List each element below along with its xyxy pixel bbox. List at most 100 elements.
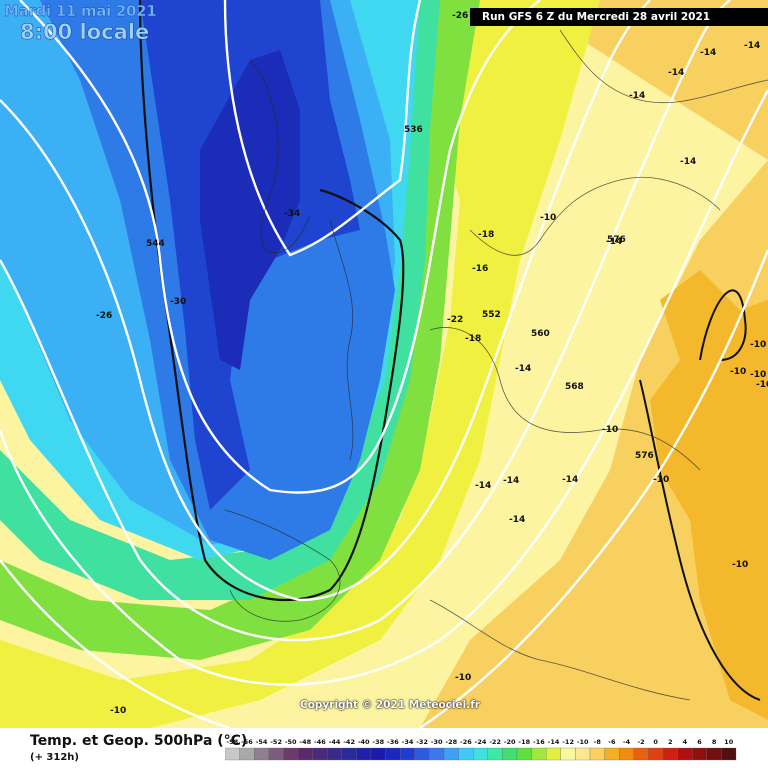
map-value-label: -10 — [602, 425, 618, 435]
map-value-label: -10 — [750, 340, 766, 350]
legend-tick-label: -24 — [475, 738, 487, 746]
legend-swatch — [356, 747, 372, 761]
legend-tick-label: -4 — [623, 738, 631, 746]
map-value-label: -26 — [96, 311, 112, 321]
legend-swatch — [341, 747, 357, 761]
legend-swatch — [662, 747, 678, 761]
legend-tick-label: -22 — [489, 738, 501, 746]
map-value-label: -14 — [744, 41, 760, 51]
legend-tick-label: -30 — [431, 738, 443, 746]
map-value-label: -10 — [732, 560, 748, 570]
legend-swatch — [546, 747, 561, 761]
legend-swatch — [297, 747, 313, 761]
temperature-field-orange — [420, 0, 768, 728]
legend-tick-label: -28 — [445, 738, 457, 746]
legend-swatch — [327, 747, 342, 761]
legend-tick-label: -26 — [460, 738, 472, 746]
legend-tick-label: -20 — [504, 738, 516, 746]
legend-tick-label: -40 — [358, 738, 370, 746]
isotherm-line — [639, 289, 761, 701]
legend-tick-label: 8 — [712, 738, 717, 746]
legend-swatch — [473, 747, 488, 761]
legend-swatch — [254, 747, 269, 761]
map-value-label: -14 — [606, 237, 622, 247]
legend-swatch — [648, 747, 664, 761]
map-value-label: -14 — [680, 157, 696, 167]
legend-swatch — [677, 747, 693, 761]
map-value-label: -10 — [750, 370, 766, 380]
legend-tick-label: 2 — [668, 738, 673, 746]
legend-tick-label: -12 — [562, 738, 574, 746]
map-value-label: -10 — [110, 706, 126, 716]
map-value-label: -10 — [540, 213, 556, 223]
geopotential-line — [0, 0, 651, 602]
legend-tick-label: -36 — [387, 738, 399, 746]
run-banner: Run GFS 6 Z du Mercredi 28 avril 2021 — [470, 8, 768, 26]
legend-swatch — [531, 747, 547, 761]
legend-tick-label: -58 — [226, 738, 238, 746]
map-value-label: -10 — [730, 367, 746, 377]
legend-swatch — [619, 747, 634, 761]
legend-tick-label: -32 — [416, 738, 428, 746]
forecast-time: 8:00 locale — [20, 20, 150, 45]
map-value-label: -26 — [452, 11, 468, 21]
legend-tick-label: -8 — [594, 738, 602, 746]
legend-swatch — [487, 747, 503, 761]
map-value-label: -18 — [478, 230, 494, 240]
map-value-label: -10 — [653, 475, 669, 485]
map-value-label: 576 — [607, 235, 626, 245]
legend-swatch — [400, 747, 415, 761]
legend-swatch — [589, 747, 605, 761]
legend-tick-label: -50 — [285, 738, 297, 746]
legend-swatch — [692, 747, 707, 761]
legend-tick-label: 6 — [697, 738, 702, 746]
forecast-date: Mardi 11 mai 2021 — [4, 2, 157, 20]
legend-swatch — [502, 747, 518, 761]
map-value-label: -34 — [284, 209, 300, 219]
copyright: Copyright © 2021 Meteociel.fr — [300, 699, 480, 711]
legend-tick-label: -16 — [533, 738, 545, 746]
map-value-label: -14 — [515, 364, 531, 374]
legend-swatch — [458, 747, 474, 761]
legend-swatch — [225, 747, 240, 761]
geopotential-line — [0, 249, 768, 728]
map-value-label: 552 — [482, 310, 501, 320]
legend-tick-label: -6 — [608, 738, 616, 746]
legend-swatch — [385, 747, 401, 761]
legend-tick-label: -56 — [241, 738, 253, 746]
legend-swatch — [268, 747, 284, 761]
legend-swatch — [604, 747, 620, 761]
weather-map: -26 536 -34 544 -30 -26 -18 -16 -22 552 -18 560 -14 5… — [0, 0, 768, 728]
map-value-label: -14 — [509, 515, 525, 525]
map-value-label: -14 — [700, 48, 716, 58]
map-value-label: 544 — [146, 239, 165, 249]
legend-swatch — [721, 747, 737, 761]
temperature-field-deep-orange — [650, 270, 768, 720]
legend-swatch — [633, 747, 649, 761]
map-value-label: -16 — [472, 264, 488, 274]
map-value-label: -14 — [562, 475, 578, 485]
legend-tick-label: 10 — [724, 738, 734, 746]
temperature-field-deepest-blue — [200, 50, 300, 370]
map-value-label: -14 — [475, 481, 491, 491]
geopotential-line — [223, 0, 422, 257]
geopotential-line — [0, 89, 768, 686]
coastlines — [224, 29, 768, 701]
map-value-label: -18 — [465, 334, 481, 344]
legend-tick-label: -14 — [548, 738, 560, 746]
legend-swatch — [239, 747, 255, 761]
legend-tick-label: -52 — [270, 738, 282, 746]
legend-tick-label: 4 — [683, 738, 688, 746]
map-value-label: -14 — [668, 68, 684, 78]
legend-swatch — [560, 747, 576, 761]
map-value-label: -14 — [503, 476, 519, 486]
legend-swatch — [312, 747, 328, 761]
legend-tick-label: -34 — [402, 738, 414, 746]
parameter-label: Temp. et Geop. 500hPa (°C) — [30, 733, 248, 749]
legend-swatch — [706, 747, 722, 761]
map-value-label: -22 — [447, 315, 463, 325]
lead-time-label: (+ 312h) — [30, 752, 79, 763]
legend-tick-label: -42 — [343, 738, 355, 746]
geopotential-line — [0, 0, 731, 642]
